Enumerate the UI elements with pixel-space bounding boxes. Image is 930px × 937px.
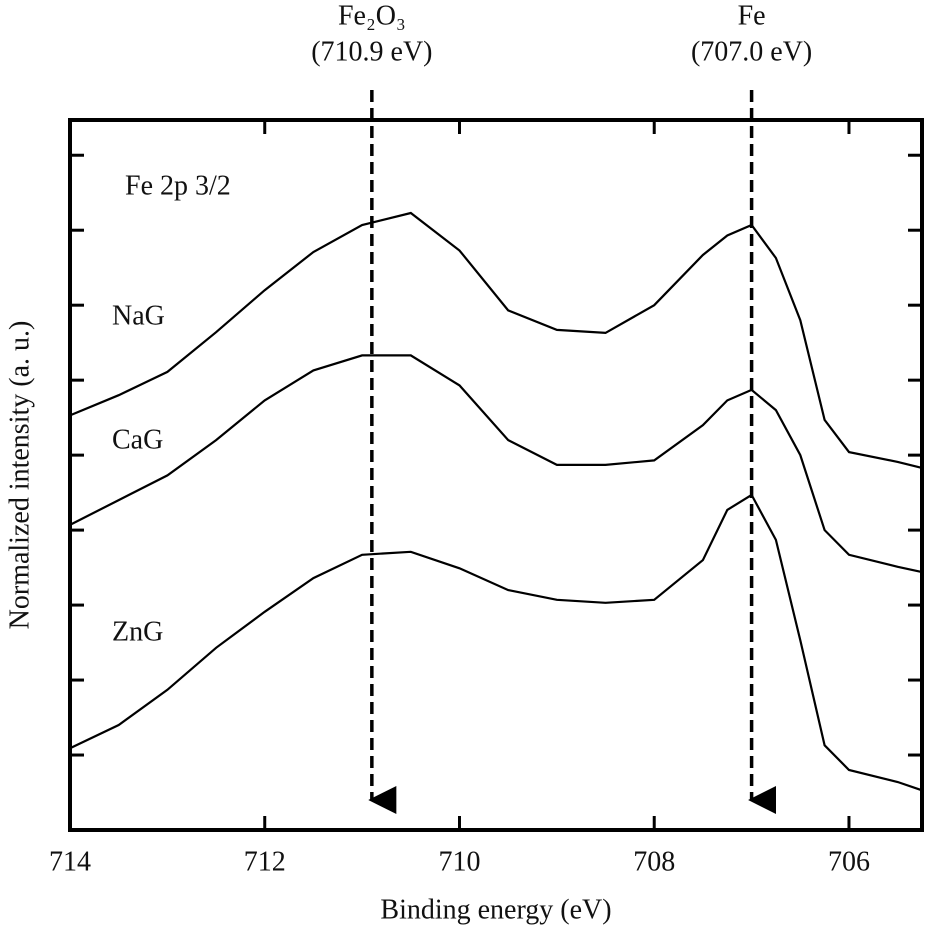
series-line: [69, 211, 923, 469]
series-label: ZnG: [112, 616, 163, 647]
plot-frame: [68, 118, 924, 832]
annotation-value: (710.9 eV): [311, 36, 432, 67]
x-tick-label: 710: [438, 846, 480, 877]
annotation-label: Fe: [738, 0, 766, 31]
annotation-value: (707.0 eV): [691, 36, 812, 67]
y-axis-label: Normalized intensity (a. u.): [4, 321, 35, 630]
x-tick-label: 714: [49, 846, 91, 877]
annotation-label: Fe₂O₃: [338, 0, 406, 31]
x-tick-label: 712: [244, 846, 286, 877]
panel-label: Fe 2p 3/2: [125, 170, 231, 201]
x-tick-label: 706: [828, 846, 870, 877]
series-line: [69, 354, 923, 574]
x-axis-label: Binding energy (eV): [380, 894, 611, 925]
series-label: CaG: [112, 424, 163, 455]
series-label: NaG: [112, 300, 165, 331]
series-line: [69, 493, 923, 792]
x-tick-label: 708: [633, 846, 675, 877]
